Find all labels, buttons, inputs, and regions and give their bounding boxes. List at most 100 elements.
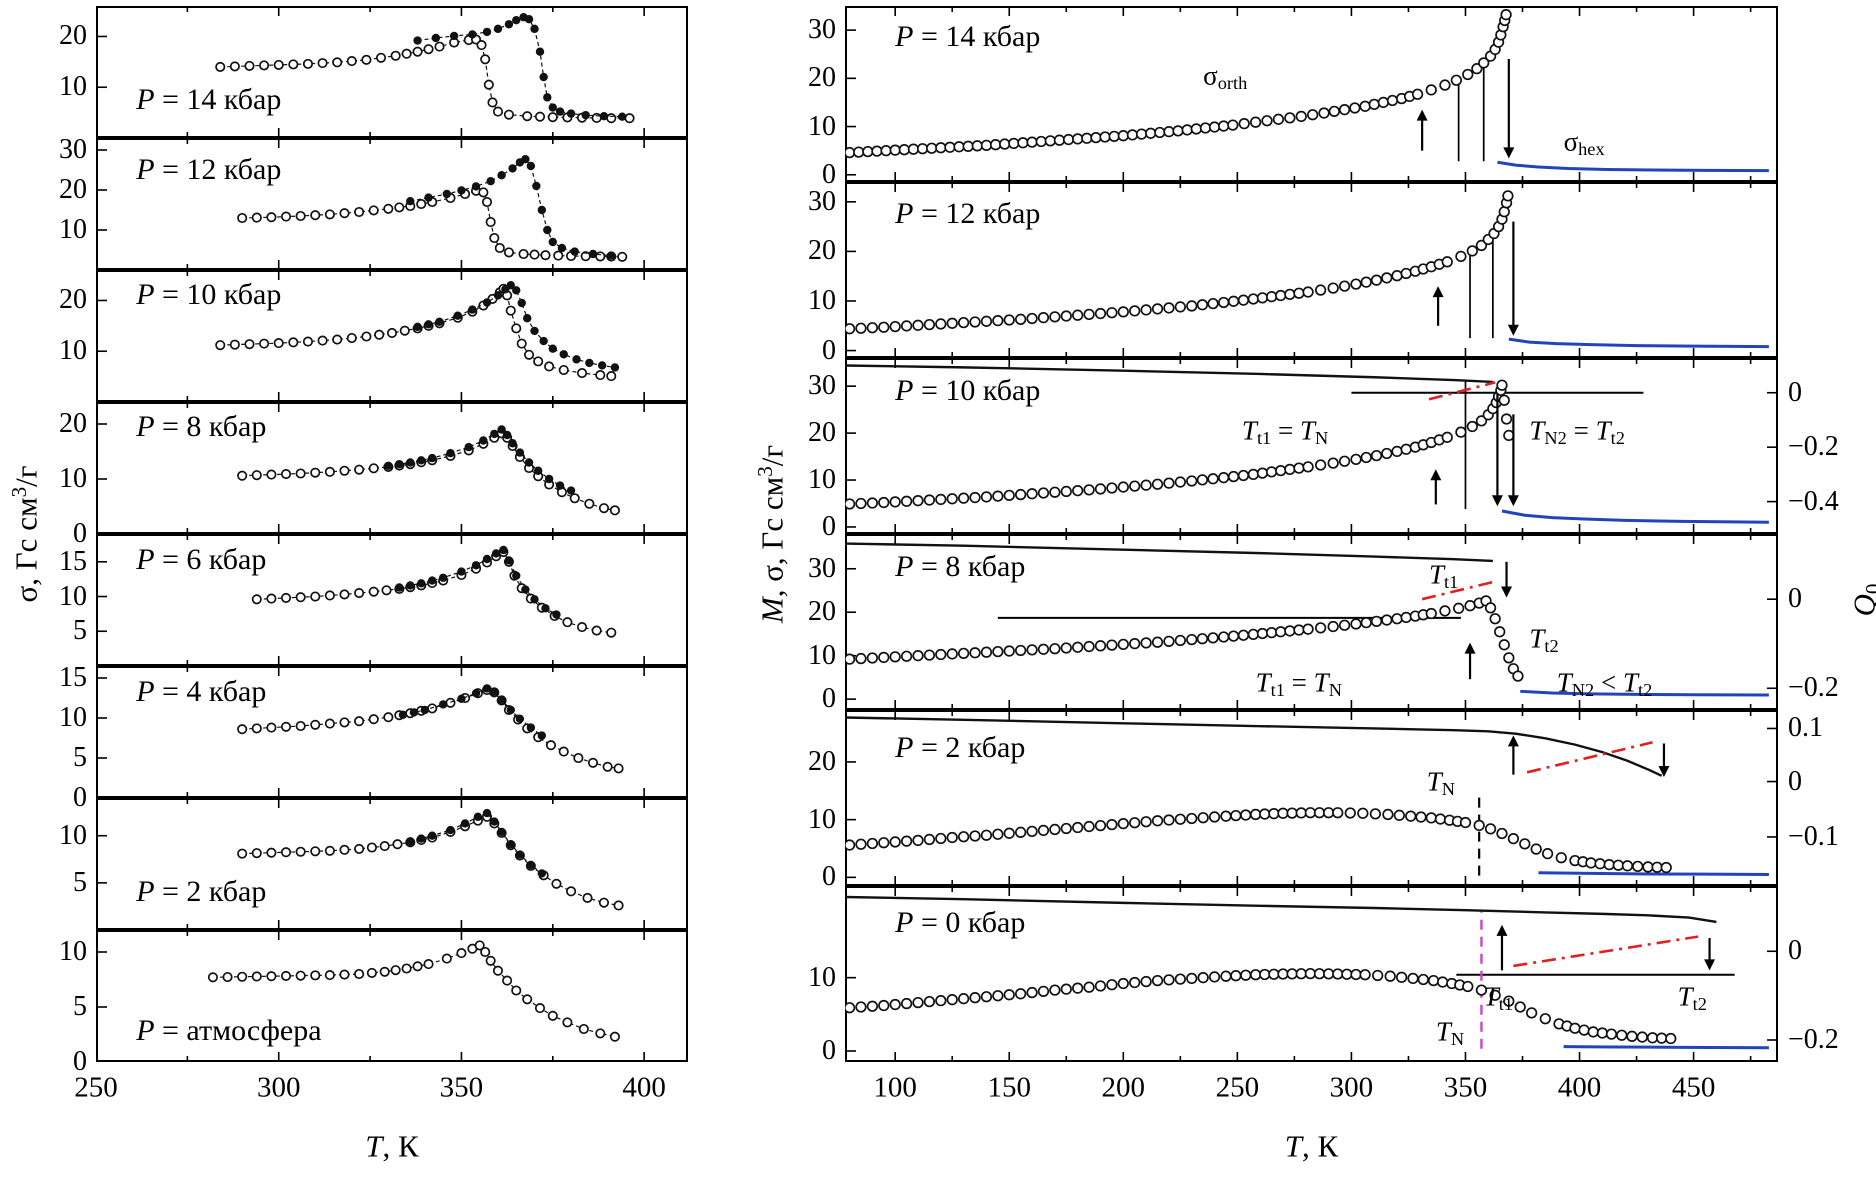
y-tick-label: 10 (59, 335, 87, 367)
panel-left-5 (96, 534, 688, 666)
y-axis-title: M, σ, Гс см3/г (752, 444, 790, 624)
panel-right-6 (845, 886, 1778, 1062)
panel-label: P = 6 кбар (136, 542, 267, 576)
panel-right-2 (845, 182, 1778, 358)
y-tick-label: 15 (59, 545, 87, 577)
panel-label: P = 8 кбар (895, 549, 1026, 583)
x-tick-label: 400 (1557, 1071, 1602, 1104)
y-tick-label: 0 (73, 1046, 87, 1077)
right-tick-label: 0 (1788, 376, 1802, 408)
y-tick-label: 10 (59, 463, 87, 494)
panel-right-1 (845, 6, 1778, 182)
y-tick-label: 0 (822, 510, 836, 542)
panel-left-3 (96, 270, 688, 402)
annotation: Tt1 (1428, 559, 1459, 592)
y-tick-label: 10 (59, 702, 87, 733)
panel-label: P = атмосфера (136, 1014, 322, 1048)
x-tick-label: 350 (1443, 1071, 1488, 1104)
annotation: σorth (1203, 60, 1248, 93)
y-tick-label: 5 (73, 742, 87, 773)
panel-label: P = 12 кбар (136, 153, 282, 186)
panel-label: P = 10 кбар (895, 373, 1041, 407)
y-tick-label: 10 (808, 803, 836, 835)
panel-label: P = 14 кбар (136, 82, 282, 116)
y-tick-label: 10 (808, 961, 836, 993)
y-tick-label: 5 (73, 991, 87, 1022)
panel-left-4 (96, 402, 688, 534)
y-tick-label: 20 (59, 174, 87, 205)
y-tick-label: 30 (808, 185, 836, 217)
annotation: σhex (1563, 126, 1605, 160)
panel-left-8 (96, 930, 688, 1062)
right-tick-label: −0.2 (1788, 431, 1839, 463)
annotation: Tt1 = TN (1255, 667, 1342, 701)
y-tick-label: 20 (808, 745, 836, 777)
panel-label: P = 0 кбар (895, 905, 1026, 939)
panel-left-1 (96, 6, 688, 138)
y-tick-label: 20 (59, 284, 87, 316)
right-tick-label: 0 (1788, 583, 1802, 615)
x-tick-label: 300 (256, 1071, 301, 1104)
annotation: Tt2 (1529, 623, 1559, 657)
y2-axis-title: Q0 (1847, 584, 1876, 617)
panel-left-7 (96, 798, 688, 930)
y-tick-label: 10 (59, 936, 87, 967)
panel-label: P = 10 кбар (136, 278, 282, 312)
y-tick-label: 0 (822, 334, 836, 366)
panel-right-3 (845, 358, 1778, 534)
annotation: Tt1 (1483, 981, 1514, 1015)
y-tick-label: 20 (808, 62, 836, 94)
y-tick-label: 15 (59, 662, 87, 693)
x-tick-label: 250 (74, 1071, 118, 1104)
y-tick-label: 10 (59, 819, 87, 851)
y-tick-label: 0 (73, 782, 87, 813)
panel-right-5 (845, 710, 1778, 886)
right-tick-label: −0.2 (1788, 672, 1839, 704)
panel-right-4 (845, 534, 1778, 710)
x-tick-label: 200 (1101, 1071, 1146, 1104)
annotation: Tt1 = TN (1241, 415, 1329, 448)
x-tick-label: 450 (1671, 1071, 1716, 1104)
x-tick-label: 300 (1329, 1071, 1374, 1104)
x-tick-label: 350 (439, 1071, 484, 1104)
x-tick-label: 400 (622, 1071, 666, 1104)
panel-label: P = 12 кбар (895, 197, 1041, 231)
x-tick-label: 250 (1215, 1071, 1260, 1104)
y-tick-label: 10 (59, 580, 87, 612)
x-axis-title: T, К (1284, 1128, 1339, 1164)
y-tick-label: 10 (59, 71, 87, 103)
annotation: TN2 = Tt2 (1529, 415, 1625, 448)
annotation: Tt2 (1677, 981, 1707, 1015)
y-tick-label: 30 (808, 552, 836, 584)
y-tick-label: 20 (808, 596, 836, 628)
y-tick-label: 20 (808, 417, 836, 449)
x-tick-label: 150 (987, 1071, 1031, 1104)
right-tick-label: −0.2 (1788, 1024, 1839, 1055)
right-tick-label: −0.1 (1788, 820, 1839, 852)
panel-label: P = 2 кбар (895, 730, 1026, 764)
y-tick-label: 5 (73, 866, 87, 898)
y-tick-label: 20 (59, 408, 87, 439)
right-tick-label: 0 (1788, 935, 1802, 967)
y-tick-label: 10 (808, 464, 836, 496)
right-tick-label: −0.4 (1788, 485, 1839, 517)
panel-label: P = 8 кбар (136, 409, 267, 443)
y-tick-label: 0 (822, 158, 836, 190)
y-tick-label: 10 (808, 284, 836, 316)
annotation: TN (1426, 766, 1455, 799)
panel-left-2 (96, 138, 688, 270)
y-tick-label: 20 (59, 20, 87, 52)
y-tick-label: 10 (808, 639, 836, 671)
y-tick-label: 30 (59, 134, 87, 165)
x-tick-label: 100 (873, 1071, 917, 1104)
panel-label: P = 14 кбар (895, 20, 1041, 54)
y-tick-label: 0 (822, 683, 836, 715)
y-tick-label: 20 (808, 235, 836, 267)
y-tick-label: 0 (822, 861, 836, 893)
annotation: TN2 < Tt2 (1556, 667, 1653, 701)
y-tick-label: 10 (808, 110, 836, 142)
x-axis-title: T, К (365, 1128, 419, 1164)
